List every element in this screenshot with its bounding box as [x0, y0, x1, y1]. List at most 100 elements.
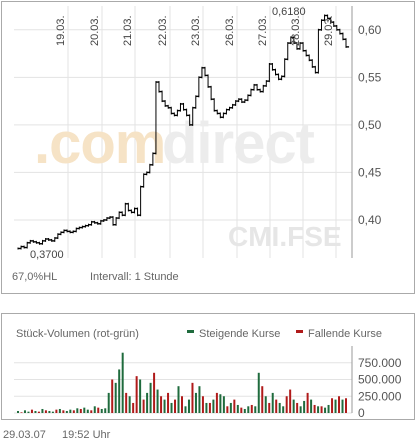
legend-down-swatch — [296, 330, 303, 333]
price-y-tick-4: 0,40 — [358, 213, 382, 227]
low-label: 0,3700 — [30, 249, 64, 261]
volume-bar-69 — [257, 372, 260, 413]
volume-bar-86 — [317, 406, 320, 413]
volume-bar-60 — [226, 406, 229, 413]
watermark: .com direct CMI.FSE — [34, 111, 342, 252]
legend-up-swatch — [187, 330, 194, 333]
volume-bar-79 — [292, 399, 295, 413]
volume-bar-43 — [167, 392, 170, 413]
volume-bar-78 — [289, 389, 292, 413]
watermark-direct: direct — [162, 111, 315, 176]
volume-bar-9 — [48, 410, 51, 413]
volume-bar-15 — [69, 409, 72, 413]
volume-bar-62 — [233, 399, 236, 413]
volume-bar-89 — [327, 404, 330, 413]
volume-bar-70 — [261, 386, 264, 413]
price-grid — [14, 6, 353, 258]
volume-bar-29 — [118, 369, 121, 413]
volume-y-tick-0: 750.000 — [358, 356, 402, 370]
volume-bar-76 — [282, 406, 285, 413]
volume-bar-80 — [296, 402, 299, 413]
volume-bar-2 — [23, 410, 26, 413]
price-y-tick-3: 0,45 — [358, 165, 382, 179]
volume-bar-84 — [310, 399, 313, 413]
legend-down-label: Fallende Kurse — [308, 328, 382, 340]
volume-bar-64 — [240, 407, 243, 413]
volume-bar-44 — [170, 402, 173, 413]
interval-label: Intervall: 1 Stunde — [90, 271, 179, 283]
volume-bar-92 — [338, 396, 341, 413]
volume-bar-35 — [139, 379, 142, 413]
volume-bar-11 — [55, 409, 58, 413]
volume-y-tick-2: 250.000 — [358, 389, 402, 403]
volume-bar-31 — [125, 392, 128, 413]
volume-bar-32 — [128, 396, 131, 413]
price-x-tick-7: 28.03. — [290, 15, 302, 46]
volume-bar-77 — [285, 396, 288, 413]
volume-bar-10 — [51, 411, 54, 413]
volume-bar-26 — [107, 392, 110, 413]
volume-bar-51 — [194, 392, 197, 413]
volume-bar-7 — [41, 408, 44, 413]
volume-bar-23 — [97, 407, 100, 413]
volume-bar-82 — [303, 400, 306, 413]
volume-bar-94 — [345, 398, 347, 413]
volume-bar-0 — [17, 410, 19, 413]
volume-bar-45 — [174, 399, 177, 413]
volume-bar-65 — [243, 408, 246, 413]
volume-bar-34 — [135, 376, 138, 413]
volume-bar-63 — [236, 404, 239, 413]
volume-bar-40 — [156, 389, 159, 413]
volume-bar-25 — [104, 408, 107, 413]
volume-bar-58 — [219, 394, 222, 413]
volume-bar-88 — [324, 407, 327, 413]
legend-up-label: Steigende Kurse — [199, 328, 280, 340]
volume-bar-42 — [163, 399, 166, 413]
watermark-com: .com — [34, 111, 165, 176]
volume-bar-73 — [271, 392, 274, 413]
volume-bar-19 — [83, 407, 86, 413]
volume-bar-87 — [320, 406, 323, 413]
volume-bar-50 — [191, 382, 194, 413]
volume-bar-52 — [198, 386, 201, 413]
volume-bar-39 — [153, 372, 156, 413]
volume-bar-17 — [76, 408, 79, 413]
volume-bar-48 — [184, 406, 187, 413]
volume-bar-61 — [229, 402, 232, 413]
volume-bar-18 — [79, 408, 82, 413]
price-x-tick-1: 20.03. — [89, 15, 101, 46]
volume-bar-91 — [334, 399, 337, 413]
price-x-tick-4: 23.03. — [190, 15, 202, 46]
volume-bar-90 — [331, 398, 334, 413]
price-marks — [17, 14, 350, 250]
volume-bar-71 — [264, 396, 267, 413]
volume-bar-75 — [278, 402, 281, 413]
volume-bar-66 — [247, 406, 250, 413]
watermark-source: CMI.FSE — [228, 221, 342, 252]
price-x-tick-8: 29.03. — [323, 15, 335, 46]
volume-bar-21 — [90, 410, 93, 413]
volume-bar-59 — [222, 396, 225, 413]
volume-bar-37 — [146, 392, 149, 413]
high-label: 0,6180 — [272, 6, 306, 18]
volume-bar-4 — [30, 409, 33, 413]
volume-bar-38 — [149, 382, 152, 413]
volume-bar-5 — [34, 410, 37, 413]
price-y-tick-0: 0,60 — [358, 23, 382, 37]
volume-bar-13 — [62, 410, 65, 413]
volume-bar-56 — [212, 399, 215, 413]
volume-bar-49 — [187, 399, 190, 413]
volume-bar-36 — [142, 399, 145, 413]
volume-bar-53 — [201, 396, 204, 413]
price-chart-panel — [1, 1, 415, 294]
volume-bar-46 — [177, 386, 180, 413]
price-x-tick-6: 27.03. — [257, 15, 269, 46]
price-x-tick-2: 21.03. — [122, 15, 134, 46]
price-x-tick-5: 26.03. — [224, 15, 236, 46]
volume-bar-33 — [132, 402, 135, 413]
volume-bar-3 — [27, 411, 30, 413]
volume-bar-68 — [254, 406, 257, 413]
footer-date: 29.03.07 — [3, 429, 46, 441]
footer-time: 19:52 Uhr — [62, 429, 111, 441]
volume-bar-72 — [268, 402, 271, 413]
